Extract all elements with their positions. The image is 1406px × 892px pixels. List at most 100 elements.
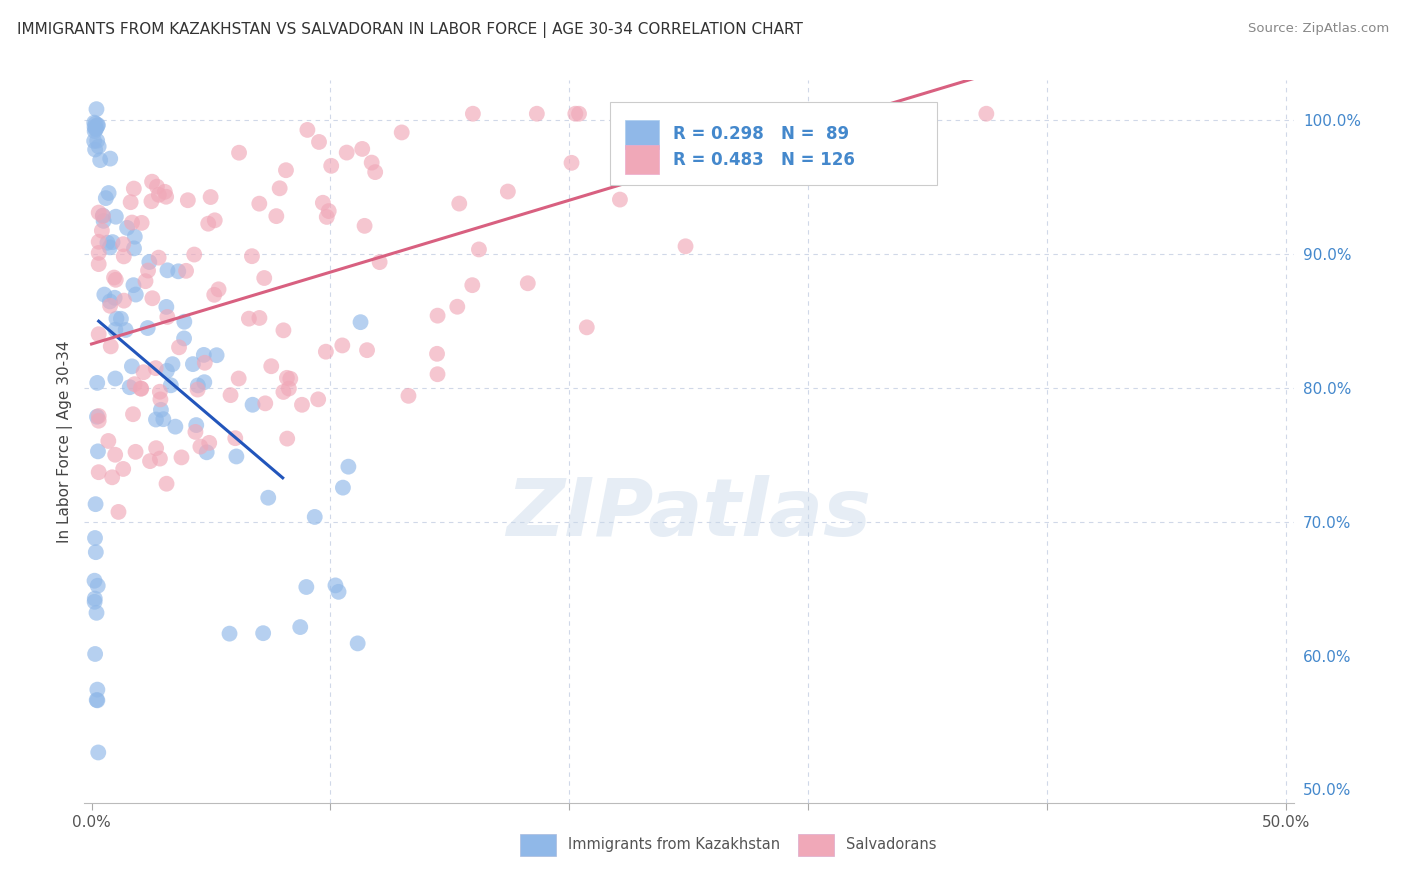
Point <box>155 300 177 314</box>
Point <box>86 119 108 133</box>
Point <box>269 181 291 195</box>
Point <box>87 246 110 260</box>
Text: R = 0.483   N = 126: R = 0.483 N = 126 <box>673 151 855 169</box>
Point <box>568 107 591 121</box>
Point <box>193 348 215 362</box>
Point <box>165 419 187 434</box>
Point <box>187 383 209 397</box>
Point <box>184 425 207 439</box>
Y-axis label: In Labor Force | Age 30-34: In Labor Force | Age 30-34 <box>58 340 73 543</box>
Point <box>83 115 105 129</box>
Point <box>312 195 335 210</box>
Point <box>148 251 170 265</box>
Point <box>609 107 631 121</box>
Point <box>346 636 368 650</box>
Point <box>84 117 107 131</box>
Bar <box>797 834 834 855</box>
Point <box>177 193 200 207</box>
Point <box>115 220 138 235</box>
Point <box>564 107 586 121</box>
Point <box>149 392 172 407</box>
Point <box>90 224 112 238</box>
Point <box>86 682 108 697</box>
Point <box>86 606 108 620</box>
Point <box>112 293 135 308</box>
Point <box>173 331 195 345</box>
Point <box>125 287 148 301</box>
Point <box>87 235 110 249</box>
Point <box>84 647 107 661</box>
Point <box>426 309 449 323</box>
Point <box>224 431 246 445</box>
Point <box>132 365 155 379</box>
Point <box>138 255 160 269</box>
Point <box>254 396 277 410</box>
Point <box>87 118 110 132</box>
Point <box>315 344 337 359</box>
Point <box>141 194 163 209</box>
Point <box>391 125 413 139</box>
Point <box>100 339 122 353</box>
Point <box>129 382 152 396</box>
Point <box>330 338 353 352</box>
Point <box>136 321 159 335</box>
Point <box>87 257 110 271</box>
Point <box>118 380 141 394</box>
Point <box>173 315 195 329</box>
Point <box>242 398 264 412</box>
Point <box>194 356 217 370</box>
Text: ZIPatlas: ZIPatlas <box>506 475 872 553</box>
Point <box>89 153 111 168</box>
Point <box>87 414 110 428</box>
Point <box>228 371 250 385</box>
Point <box>86 102 108 116</box>
Point <box>560 156 582 170</box>
Point <box>260 359 283 374</box>
Point <box>318 204 340 219</box>
Point <box>121 359 143 374</box>
Point <box>156 364 179 378</box>
Point <box>291 398 314 412</box>
Point <box>204 213 226 227</box>
Point <box>398 389 420 403</box>
Text: Salvadorans: Salvadorans <box>846 838 936 852</box>
Point <box>101 235 124 249</box>
Point <box>575 320 598 334</box>
Point <box>112 462 135 476</box>
FancyBboxPatch shape <box>610 102 936 185</box>
Point <box>86 376 108 390</box>
Point <box>336 145 359 160</box>
Point <box>238 311 260 326</box>
Bar <box>520 834 555 855</box>
Point <box>446 300 468 314</box>
Point <box>461 107 484 121</box>
Point <box>107 505 129 519</box>
Point <box>87 409 110 423</box>
Point <box>315 210 337 224</box>
Point <box>297 123 319 137</box>
Point <box>86 693 108 707</box>
Point <box>349 315 371 329</box>
Point <box>96 235 118 250</box>
Point <box>675 239 697 253</box>
Point <box>87 465 110 479</box>
Point <box>149 402 172 417</box>
Text: R = 0.298   N =  89: R = 0.298 N = 89 <box>673 126 849 144</box>
Point <box>360 155 382 169</box>
Point <box>328 584 350 599</box>
Point <box>83 134 105 148</box>
Point <box>86 409 108 424</box>
Point <box>83 124 105 138</box>
Point <box>141 291 163 305</box>
Point <box>616 107 638 121</box>
Point <box>187 378 209 392</box>
Bar <box>624 145 659 174</box>
Point <box>139 454 162 468</box>
Point <box>290 620 312 634</box>
Point <box>153 185 176 199</box>
Point <box>278 372 301 386</box>
Point <box>249 310 271 325</box>
Point <box>87 139 110 153</box>
Point <box>87 746 110 760</box>
Point <box>295 580 318 594</box>
